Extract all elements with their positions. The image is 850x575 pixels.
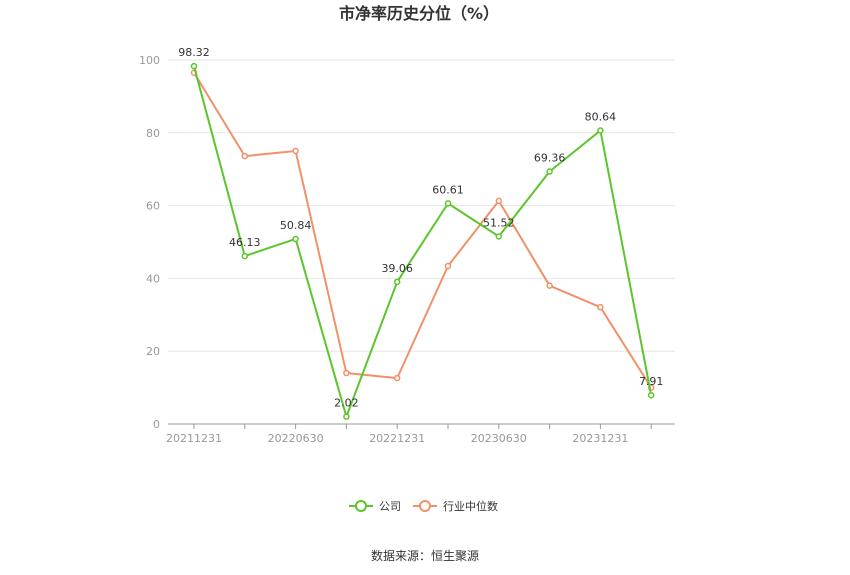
x-tick-label: 20220630 — [268, 432, 324, 445]
gridlines — [168, 59, 675, 352]
chart-title: 市净率历史分位（%） — [339, 4, 499, 23]
data-label: 80.64 — [585, 110, 617, 123]
data-point — [647, 391, 655, 399]
legend-marker-0 — [355, 500, 367, 512]
data-point — [393, 374, 401, 382]
series-line-1 — [193, 72, 653, 389]
y-tick-label: 60 — [146, 200, 160, 213]
series-lines — [190, 62, 655, 420]
data-label: 60.61 — [432, 183, 464, 196]
data-point — [444, 200, 452, 207]
x-tick-label: 20230630 — [471, 432, 527, 445]
data-label: 46.13 — [229, 236, 261, 249]
legend-marker-1 — [419, 500, 431, 512]
axes: 0 20 40 60 80 100 20211231 20220630 20221231 2023… — [139, 54, 675, 445]
y-tick-label: 40 — [146, 272, 160, 285]
data-point — [597, 127, 604, 134]
y-tick-label: 0 — [153, 418, 160, 431]
data-label: 51.52 — [483, 216, 515, 229]
x-tick-label: 20211231 — [166, 432, 222, 445]
data-point — [190, 62, 198, 70]
data-label: 69.36 — [534, 152, 566, 165]
data-point — [444, 262, 452, 270]
data-point — [343, 369, 350, 377]
legend-label-1: 行业中位数 — [443, 499, 498, 513]
data-label: 50.84 — [280, 219, 312, 232]
data-point — [546, 168, 553, 175]
y-tick-label: 100 — [139, 54, 160, 67]
data-point — [292, 235, 299, 243]
data-point — [597, 303, 604, 311]
legend-label-0: 公司 — [379, 500, 401, 513]
data-point — [495, 197, 503, 205]
data-label: 39.06 — [381, 262, 413, 275]
data-point — [546, 282, 553, 289]
y-tick-label: 20 — [146, 345, 160, 358]
data-point — [241, 152, 249, 160]
y-tick-label: 80 — [146, 127, 160, 140]
data-point — [393, 278, 401, 286]
data-label: 2.02 — [334, 397, 359, 410]
data-label: 7.91 — [639, 375, 664, 388]
legend: 公司 行业中位数 — [349, 499, 498, 513]
data-point — [241, 252, 249, 260]
data-label: 98.32 — [178, 46, 210, 59]
data-point — [292, 147, 299, 155]
series-line-0 — [193, 65, 653, 418]
x-tick-label: 20231231 — [572, 432, 628, 445]
data-point — [343, 413, 350, 420]
data-point — [495, 233, 503, 240]
data-labels: 98.32 46.13 50.84 2.02 39.06 60.61 51.52 69.36 8… — [178, 46, 663, 410]
x-tick-label: 20221231 — [369, 432, 425, 445]
data-source: 数据来源：恒生聚源 — [371, 548, 479, 563]
